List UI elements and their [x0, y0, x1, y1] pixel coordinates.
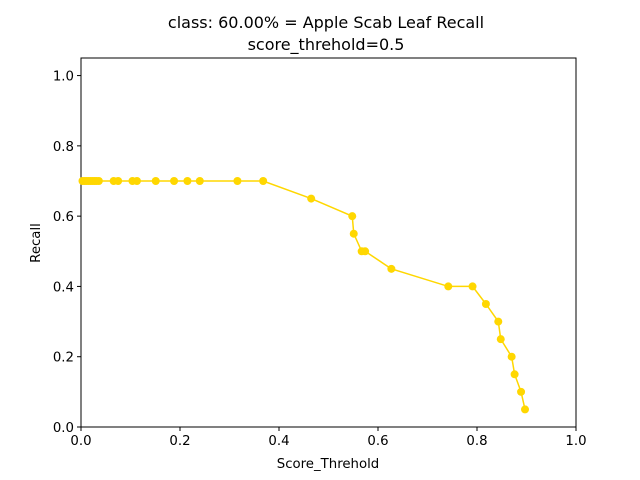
y-tick-label: 0.2	[53, 351, 74, 366]
data-point	[496, 335, 505, 344]
x-tick-label: 0.8	[466, 434, 487, 449]
y-tick-label: 1.0	[53, 70, 74, 85]
data-point	[348, 212, 357, 221]
chart-title-line1: class: 60.00% = Apple Scab Leaf Recall	[168, 13, 484, 32]
data-point	[507, 352, 516, 361]
data-point	[444, 282, 453, 291]
y-tick-label: 0.6	[53, 210, 74, 225]
data-point	[94, 177, 103, 185]
y-axis-label: Recall	[29, 223, 44, 263]
x-tick-label: 0.0	[70, 434, 91, 449]
data-point	[521, 405, 530, 414]
data-point	[517, 387, 526, 396]
data-point	[494, 317, 503, 326]
data-point	[387, 264, 396, 273]
data-point	[132, 177, 141, 185]
data-point	[349, 229, 358, 238]
series-line	[82, 180, 526, 410]
y-tick-label: 0.4	[53, 280, 74, 295]
data-point	[307, 194, 316, 203]
data-point	[114, 177, 123, 185]
x-tick-label: 1.0	[565, 434, 586, 449]
data-point	[151, 177, 160, 185]
data-point	[481, 300, 490, 308]
data-point	[183, 177, 192, 185]
data-point	[510, 370, 519, 379]
data-point	[361, 247, 370, 256]
data-point	[195, 177, 204, 185]
data-point	[233, 177, 242, 185]
y-tick-label: 0.0	[53, 421, 74, 436]
y-tick-label: 0.8	[53, 140, 74, 155]
chart-title-line2: score_threhold=0.5	[248, 35, 405, 55]
data-point	[468, 282, 477, 291]
plot-area: 0.0 0.2 0.4 0.6 0.8 1.0 0.0 0.2 0.4 0.6 0.8 1.0	[53, 57, 587, 449]
x-tick-label: 0.6	[367, 434, 388, 449]
data-point	[259, 177, 268, 185]
plot-frame	[80, 57, 577, 428]
x-axis-label: Score_Threhold	[277, 457, 380, 472]
x-tick-label: 0.2	[169, 434, 190, 449]
x-tick-label: 0.4	[268, 434, 289, 449]
data-point	[170, 177, 179, 185]
